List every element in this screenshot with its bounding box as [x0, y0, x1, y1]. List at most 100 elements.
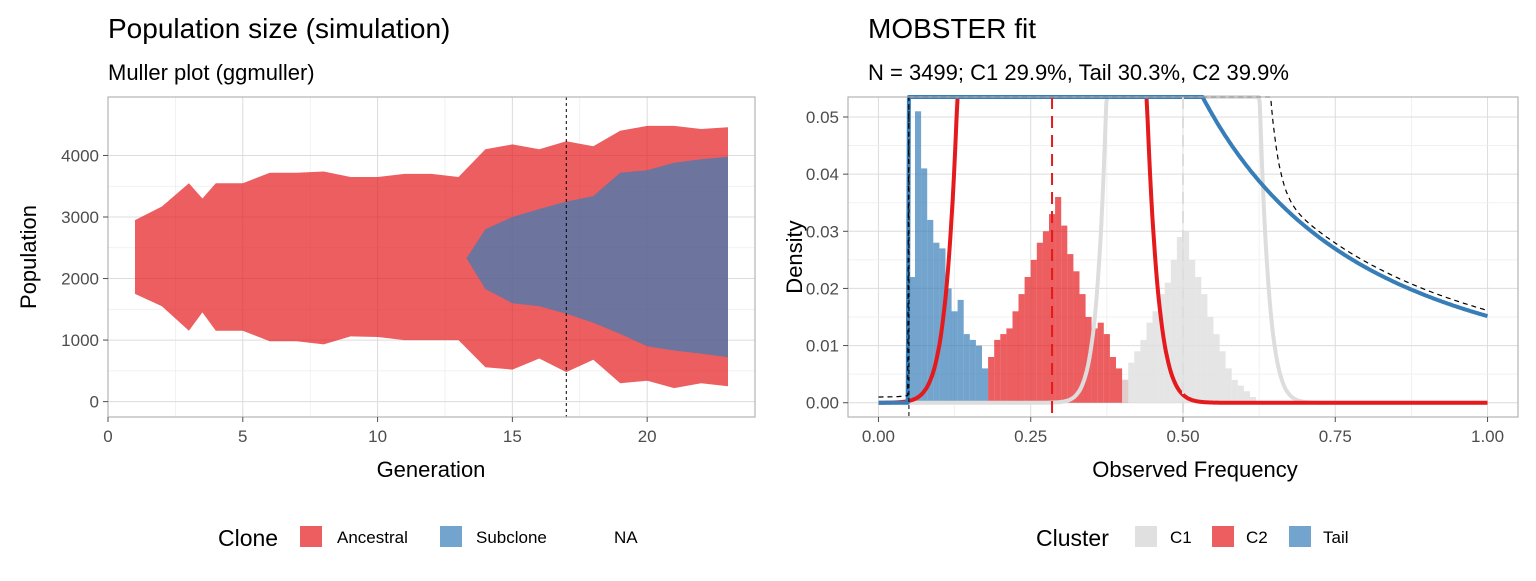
mobster-x-tick-label: 0.25 [1014, 427, 1047, 446]
hist-bar-tail [927, 219, 934, 403]
muller-y-tick-label: 3000 [61, 208, 99, 227]
hist-bar-c2 [1055, 197, 1062, 403]
mobster-y-tick-label: 0.00 [806, 394, 839, 413]
muller-y-tick-label: 1000 [61, 331, 99, 350]
muller-plot-border [107, 96, 756, 418]
hist-bar-tail [933, 242, 940, 403]
muller-x-tick-label: 15 [503, 427, 522, 446]
muller-title: Population size (simulation) [108, 13, 450, 44]
mobster-y-tick-label: 0.05 [806, 108, 839, 127]
hist-bar-c2 [994, 339, 1001, 403]
legend-key-c2 [1212, 526, 1234, 547]
hist-bar-c1 [1250, 397, 1257, 403]
hist-bar-c2 [1103, 334, 1110, 403]
muller-x-ticks: 0 5 10 15 20 [103, 417, 657, 446]
mobster-title: MOBSTER fit [868, 13, 1036, 44]
mobster-y-tick-label: 0.04 [806, 165, 839, 184]
legend-label-c2: C2 [1246, 528, 1268, 547]
hist-bar-c2 [1024, 277, 1031, 403]
hist-bar-c2 [1116, 368, 1123, 403]
hist-bar-tail [921, 168, 928, 403]
mobster-x-tick-label: 0.00 [862, 427, 895, 446]
muller-y-label: Population [16, 205, 41, 309]
legend-key-subclone [440, 526, 462, 547]
mobster-legend: Cluster C1 C2 Tail [1036, 525, 1349, 551]
mobster-y-tick-label: 0.01 [806, 337, 839, 356]
hist-bar-c1 [1122, 379, 1129, 403]
legend-key-tail [1289, 526, 1311, 547]
hist-bar-c1 [1231, 379, 1238, 403]
hist-bar-c2 [1042, 231, 1049, 403]
mobster-y-ticks: 0.00 0.01 0.02 0.03 0.04 0.05 [806, 108, 848, 413]
mobster-x-tick-label: 1.00 [1471, 427, 1504, 446]
hist-bar-c1 [1152, 311, 1159, 403]
muller-y-tick-label: 2000 [61, 270, 99, 289]
muller-y-tick-label: 0 [90, 393, 99, 412]
hist-bar-c1 [1219, 351, 1226, 403]
hist-bar-c2 [1061, 225, 1068, 403]
hist-bar-c1 [1170, 259, 1177, 403]
hist-bar-c1 [1195, 277, 1202, 403]
mobster-legend-title: Cluster [1036, 525, 1109, 551]
hist-bar-c2 [1091, 328, 1098, 403]
hist-bar-c1 [1134, 351, 1141, 403]
hist-bar-tail [908, 277, 915, 403]
muller-area-subclone [466, 156, 728, 358]
hist-bar-tail [982, 368, 989, 403]
legend-label-ancestral: Ancestral [337, 528, 408, 547]
hist-bar-c1 [1189, 259, 1196, 403]
mobster-x-tick-label: 0.50 [1166, 427, 1199, 446]
hist-bar-c1 [1183, 231, 1190, 403]
hist-bar-c1 [1146, 322, 1153, 403]
legend-key-ancestral [300, 526, 322, 547]
muller-area-ancestral [135, 125, 728, 389]
legend-label-c1: C1 [1170, 528, 1192, 547]
legend-label-na: NA [614, 528, 638, 547]
hist-bar-c2 [1030, 259, 1037, 403]
hist-bar-c2 [1079, 294, 1086, 403]
hist-bar-c1 [1243, 391, 1250, 403]
hist-bar-c2 [988, 357, 995, 403]
hist-bar-c2 [1006, 328, 1013, 403]
mobster-panel: MOBSTER fit N = 3499; C1 29.9%, Tail 30.… [782, 13, 1519, 551]
muller-legend-title: Clone [218, 525, 278, 551]
muller-panel: Population size (simulation) Muller plot… [16, 13, 756, 551]
muller-y-tick-label: 4000 [61, 146, 99, 165]
mobster-y-label: Density [782, 220, 807, 293]
hist-bar-c1 [1201, 294, 1208, 403]
muller-legend: Clone Ancestral Subclone NA [218, 525, 638, 551]
hist-bar-c2 [1097, 322, 1104, 403]
muller-x-tick-label: 5 [238, 427, 247, 446]
mobster-y-tick-label: 0.03 [806, 222, 839, 241]
hist-bar-c2 [1012, 311, 1019, 403]
muller-subtitle: Muller plot (ggmuller) [108, 60, 315, 85]
muller-x-tick-label: 10 [368, 427, 387, 446]
mobster-subtitle: N = 3499; C1 29.9%, Tail 30.3%, C2 39.9% [868, 60, 1289, 85]
hist-bar-c1 [1176, 237, 1183, 403]
hist-bar-tail [945, 288, 952, 403]
hist-bar-c1 [1158, 294, 1165, 403]
mobster-x-ticks: 0.00 0.25 0.50 0.75 1.00 [862, 417, 1504, 446]
hist-bar-c1 [1237, 385, 1244, 403]
hist-bar-tail [957, 299, 964, 403]
hist-bar-c2 [1018, 294, 1025, 403]
hist-bar-c2 [1067, 254, 1074, 403]
legend-label-subclone: Subclone [476, 528, 547, 547]
muller-y-ticks: 0 1000 2000 3000 4000 [61, 146, 108, 412]
muller-x-tick-label: 0 [103, 427, 112, 446]
hist-bar-c1 [1213, 334, 1220, 403]
hist-bar-c1 [1207, 317, 1214, 403]
legend-label-tail: Tail [1323, 528, 1349, 547]
muller-x-label: Generation [377, 457, 486, 482]
hist-bar-c2 [1073, 271, 1080, 403]
hist-bar-tail [975, 345, 982, 403]
hist-bar-c1 [1128, 362, 1135, 403]
muller-areas [135, 125, 728, 389]
mobster-vlines [908, 97, 1184, 417]
hist-bar-tail [915, 111, 922, 403]
hist-bar-tail [951, 311, 958, 403]
mobster-x-tick-label: 0.75 [1319, 427, 1352, 446]
mobster-y-tick-label: 0.02 [806, 279, 839, 298]
muller-x-tick-label: 20 [638, 427, 657, 446]
